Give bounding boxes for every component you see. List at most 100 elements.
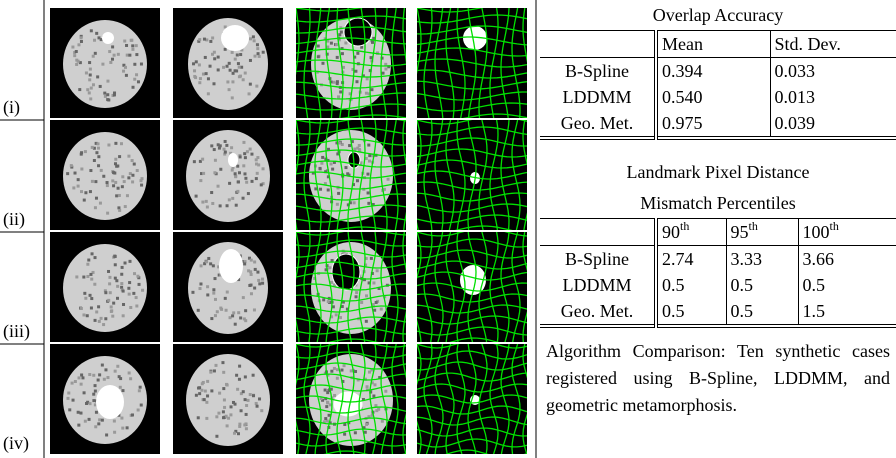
noise (228, 62, 231, 65)
noise (360, 301, 363, 304)
noise (257, 279, 260, 282)
noise (216, 310, 219, 313)
row-header: Geo. Met. (540, 110, 656, 138)
noise (85, 71, 88, 74)
noise (138, 283, 141, 286)
noise (242, 197, 245, 200)
noise (207, 77, 210, 80)
noise (94, 256, 97, 259)
noise (256, 43, 259, 46)
noise (330, 162, 333, 165)
noise (80, 383, 83, 386)
noise (232, 311, 235, 314)
noise (90, 306, 93, 309)
noise (213, 369, 216, 372)
noise (197, 309, 200, 312)
noise (246, 150, 249, 153)
noise (126, 54, 129, 57)
noise (358, 144, 361, 147)
noise (368, 160, 371, 163)
noise (118, 209, 121, 212)
noise (117, 187, 120, 190)
noise (94, 180, 97, 183)
noise (66, 397, 69, 400)
row-header: LDDMM (540, 84, 656, 110)
cell: 0.039 (770, 110, 896, 138)
noise (324, 389, 327, 392)
noise (365, 92, 368, 95)
noise (80, 307, 83, 310)
cell: 3.33 (726, 246, 798, 273)
noise (384, 390, 387, 393)
noise (319, 188, 322, 191)
noise (77, 43, 80, 46)
noise (125, 74, 128, 77)
noise (355, 80, 358, 83)
noise (132, 86, 135, 89)
header-text: 95 (731, 222, 749, 242)
noise (228, 88, 231, 91)
noise (81, 376, 84, 379)
noise (205, 200, 208, 203)
noise (80, 36, 83, 39)
blob (219, 249, 243, 283)
noise (92, 399, 95, 402)
noise (257, 52, 260, 55)
noise (98, 418, 101, 421)
noise (234, 175, 237, 178)
noise (205, 401, 208, 404)
noise (80, 153, 83, 156)
noise (111, 179, 114, 182)
noise (202, 73, 205, 76)
noise (110, 305, 113, 308)
column-header: 100th (798, 219, 896, 246)
image-panel (173, 232, 283, 342)
noise (199, 179, 202, 182)
noise (209, 371, 212, 374)
noise (365, 423, 368, 426)
noise (83, 199, 86, 202)
noise (224, 151, 227, 154)
noise (214, 364, 217, 367)
cell: 0.013 (770, 84, 896, 110)
noise (103, 92, 106, 95)
noise (212, 292, 215, 295)
noise (213, 51, 216, 54)
noise (110, 310, 113, 313)
cell: 0.5 (656, 272, 726, 298)
noise (234, 58, 237, 61)
noise (94, 425, 97, 428)
noise (89, 68, 92, 71)
noise (325, 405, 328, 408)
noise (226, 424, 229, 427)
noise (237, 432, 240, 435)
noise (336, 203, 339, 206)
noise (72, 186, 75, 189)
noise (122, 314, 125, 317)
noise (198, 386, 201, 389)
noise (127, 155, 130, 158)
noise (88, 91, 91, 94)
noise (86, 275, 89, 278)
noise (223, 406, 226, 409)
noise (89, 97, 92, 100)
noise (137, 408, 140, 411)
noise (333, 394, 336, 397)
noise (261, 282, 264, 285)
noise (104, 317, 107, 320)
noise (106, 80, 109, 83)
grid-line (417, 0, 527, 1)
noise (321, 62, 324, 65)
noise (90, 29, 93, 32)
cell: 0.540 (656, 84, 770, 110)
noise (79, 412, 82, 415)
disk (186, 354, 270, 446)
noise (242, 296, 245, 299)
noise (82, 313, 85, 316)
noise (382, 72, 385, 75)
noise (199, 287, 202, 290)
noise (206, 205, 209, 208)
noise (234, 172, 237, 175)
noise (108, 276, 111, 279)
cell: 0.5 (656, 298, 726, 326)
